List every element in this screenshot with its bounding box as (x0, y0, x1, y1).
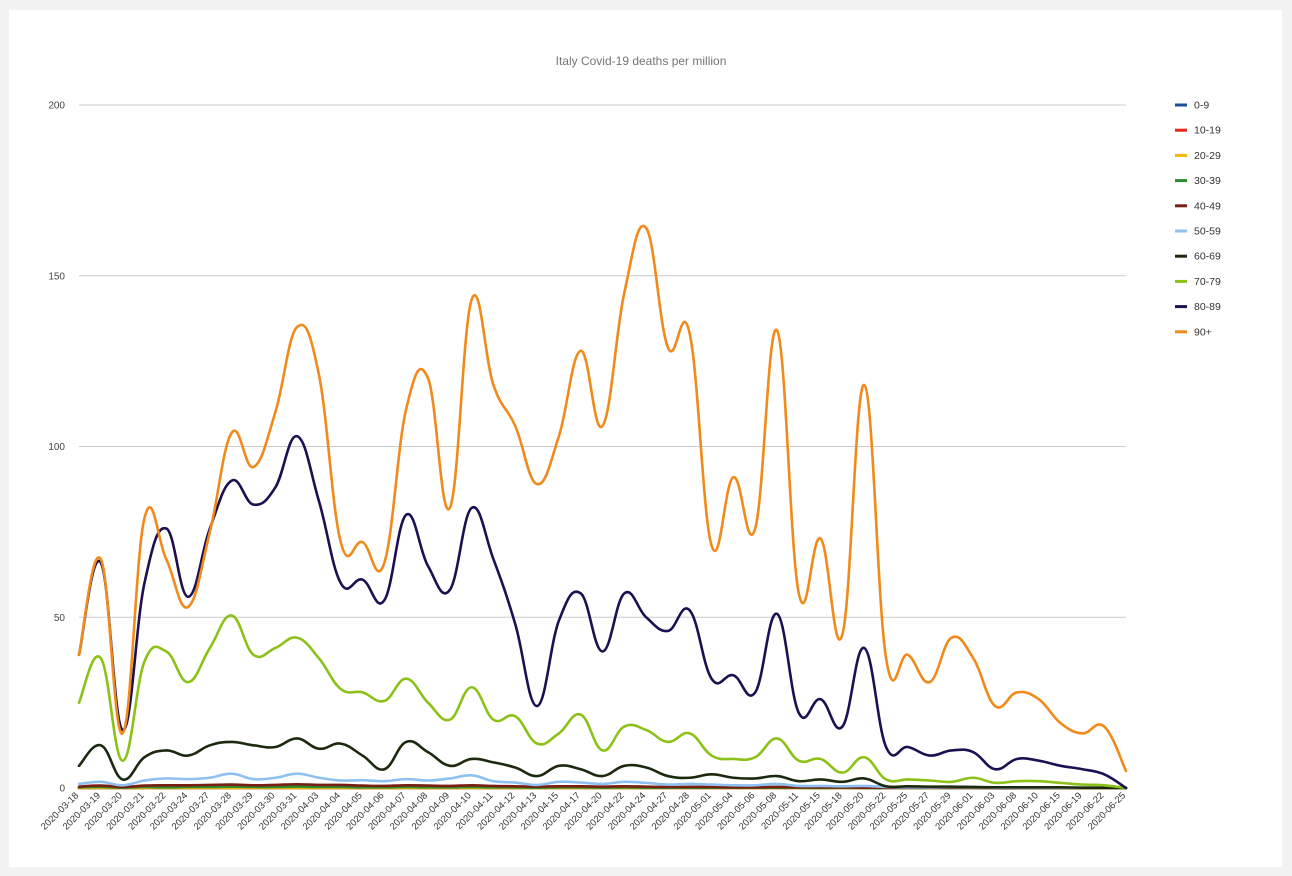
legend-item-70-79: 70-79 (1175, 276, 1221, 288)
y-tick-label: 0 (59, 784, 65, 795)
legend-label: 30-39 (1194, 175, 1221, 187)
legend-label: 80-89 (1194, 301, 1221, 313)
legend-item-40-49: 40-49 (1175, 200, 1221, 212)
legend-label: 90+ (1194, 326, 1212, 338)
legend-label: 70-79 (1194, 276, 1221, 288)
legend-item-80-89: 80-89 (1175, 301, 1221, 313)
chart-card: Italy Covid-19 deaths per million 0 50 100… (9, 10, 1282, 867)
grid (79, 104, 1126, 789)
legend-item-50-59: 50-59 (1175, 226, 1221, 238)
legend-item-90+: 90+ (1175, 326, 1212, 338)
legend-label: 20-29 (1194, 150, 1221, 162)
y-tick-label: 50 (54, 613, 66, 624)
legend-item-20-29: 20-29 (1175, 150, 1221, 162)
legend-item-60-69: 60-69 (1175, 251, 1221, 263)
series-line-90+ (77, 224, 1128, 773)
y-tick-label: 150 (48, 271, 65, 282)
series-line-80-89 (77, 434, 1128, 790)
line-chart: Italy Covid-19 deaths per million 0 50 100… (39, 54, 1221, 832)
legend-item-0-9: 0-9 (1175, 100, 1209, 112)
series-line-60-69 (77, 737, 1128, 790)
y-axis: 0 50 100 150 200 (48, 101, 65, 795)
legend-label: 0-9 (1194, 100, 1209, 112)
legend-label: 10-19 (1194, 125, 1221, 137)
chart-title: Italy Covid-19 deaths per million (556, 54, 727, 68)
y-tick-label: 200 (48, 101, 65, 112)
y-tick-label: 100 (48, 442, 65, 453)
legend-label: 60-69 (1194, 251, 1221, 263)
legend-label: 40-49 (1194, 200, 1221, 212)
x-axis: 2020-03-182020-03-192020-03-202020-03-21… (39, 790, 1128, 832)
series-lines (77, 224, 1128, 790)
legend: 0-9 10-19 20-29 30-39 40-49 50-59 60-69 70-79 80… (1175, 100, 1221, 338)
series-line-70-79 (77, 614, 1128, 790)
legend-label: 50-59 (1194, 226, 1221, 238)
legend-item-10-19: 10-19 (1175, 125, 1221, 137)
legend-item-30-39: 30-39 (1175, 175, 1221, 187)
